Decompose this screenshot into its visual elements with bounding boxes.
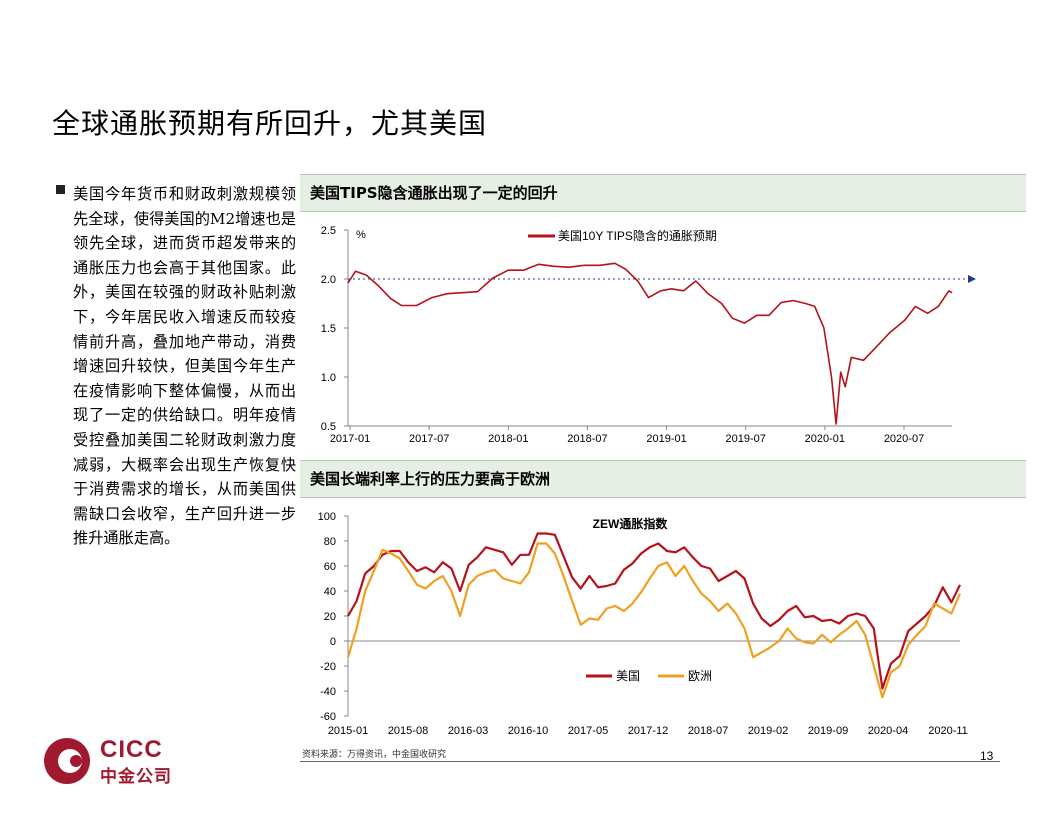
x-tick-label: 2020-04 [868, 725, 908, 737]
chart-title: ZEW通胀指数 [593, 516, 669, 531]
tips-series-line [347, 262, 953, 425]
y-tick-label: -40 [320, 686, 336, 698]
y-tick-label: 2.0 [321, 274, 336, 286]
x-tick-label: 2016-10 [508, 725, 548, 737]
x-tick-label: 2017-12 [628, 725, 668, 737]
x-tick-label: 2018-07 [688, 725, 728, 737]
reference-arrow-icon [968, 275, 976, 283]
x-tick-label: 2016-03 [448, 725, 488, 737]
us-series-line [347, 532, 961, 690]
x-tick-label: 2017-05 [568, 725, 608, 737]
x-tick-label: 2020-01 [805, 433, 845, 445]
y-tick-label: 100 [318, 511, 336, 523]
x-tick-label: 2019-07 [726, 433, 766, 445]
legend-label: 美国10Y TIPS隐含的通胀预期 [558, 228, 717, 243]
unit-label: % [356, 229, 366, 241]
chart-1-header: 美国TIPS隐含通胀出现了一定的回升 [300, 174, 1026, 212]
tips-inflation-chart: 0.5 1.0 1.5 2.0 2.5 2017-01 2017-07 2018-01 2018… [321, 225, 976, 445]
logo-text-en: CICC [100, 736, 163, 763]
y-tick-label: 80 [324, 536, 336, 548]
x-tick-label: 2018-01 [488, 433, 528, 445]
page-number: 13 [980, 749, 994, 763]
footer-divider [300, 761, 1000, 762]
y-tick-label: -60 [320, 711, 336, 723]
chart-2-header: 美国长端利率上行的压力要高于欧洲 [300, 460, 1026, 498]
x-tick-label: 2019-02 [748, 725, 788, 737]
bullet-paragraph: 美国今年货币和财政刺激规模领先全球，使得美国的M2增速也是领先全球，进而货币超发… [56, 182, 296, 551]
x-tick-label: 2017-01 [330, 433, 370, 445]
cicc-logo: CICC 中金公司 [42, 736, 202, 787]
square-bullet-icon [56, 185, 65, 194]
y-tick-label: 20 [324, 611, 336, 623]
y-tick-label: 2.5 [321, 225, 336, 237]
zew-inflation-chart: 100 80 60 40 20 0 -20 -40 -60 2015-01 2015-08 2016-… [318, 511, 968, 737]
logo-text-cn: 中金公司 [100, 767, 172, 787]
y-tick-label: 0 [330, 636, 336, 648]
legend-label-europe: 欧洲 [688, 669, 712, 683]
x-tick-label: 2018-07 [567, 433, 607, 445]
y-tick-label: 1.5 [321, 323, 336, 335]
x-tick-label: 2019-01 [646, 433, 686, 445]
x-tick-label: 2020-11 [928, 725, 968, 737]
x-tick-label: 2015-08 [388, 725, 428, 737]
slide-title: 全球通胀预期有所回升，尤其美国 [52, 107, 488, 140]
europe-series-line [346, 542, 962, 699]
y-tick-label: 0.5 [321, 421, 336, 433]
x-tick-label: 2019-09 [808, 725, 848, 737]
source-note: 资料来源：万得资讯，中金国收研究 [302, 750, 447, 760]
y-tick-label: 1.0 [321, 372, 336, 384]
cicc-logo-icon [44, 738, 90, 784]
y-tick-label: -20 [320, 661, 336, 673]
x-tick-label: 2020-07 [884, 433, 924, 445]
x-tick-label: 2017-07 [409, 433, 449, 445]
y-tick-label: 40 [324, 586, 336, 598]
legend-label-us: 美国 [616, 669, 640, 683]
x-tick-label: 2015-01 [328, 725, 368, 737]
y-tick-label: 60 [324, 561, 336, 573]
bullet-text: 美国今年货币和财政刺激规模领先全球，使得美国的M2增速也是领先全球，进而货币超发… [73, 185, 296, 548]
